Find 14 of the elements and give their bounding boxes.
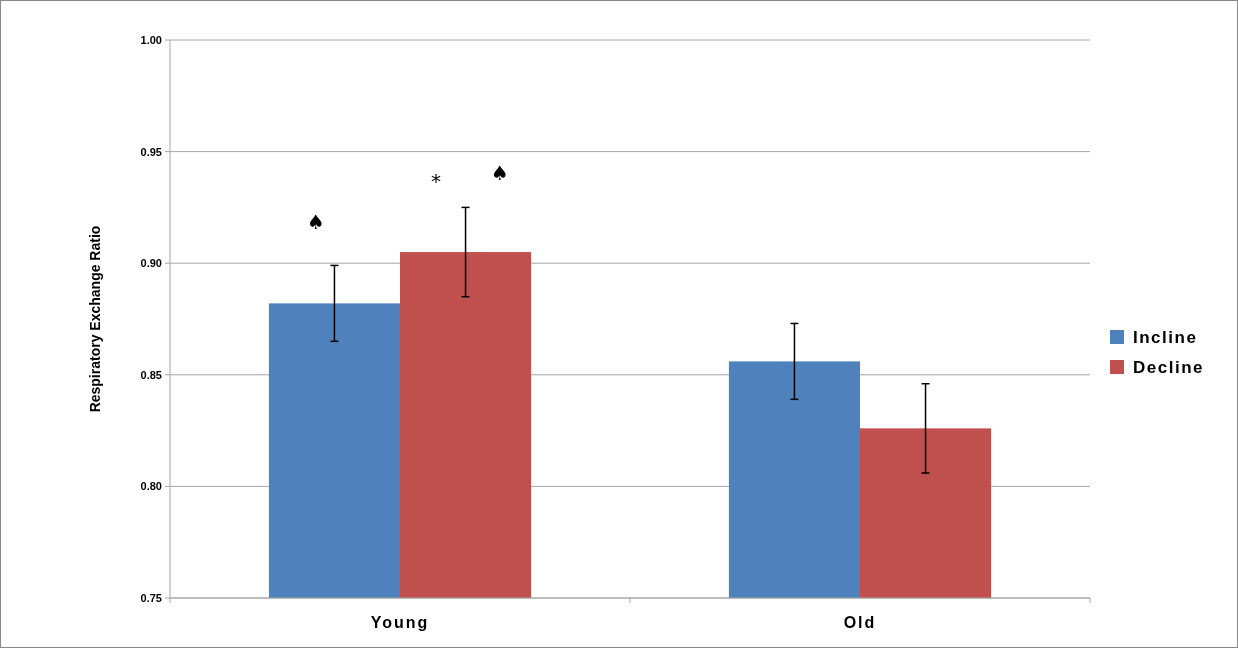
- annotation: ♠: [307, 210, 325, 234]
- legend-label: Incline: [1133, 327, 1198, 347]
- y-tick-label: 0.80: [140, 480, 162, 493]
- y-axis-title: Respiratory Exchange Ratio: [87, 225, 103, 413]
- y-tick-label: 0.95: [140, 145, 162, 158]
- y-tick-label: 0.85: [140, 368, 162, 381]
- y-tick-label: 0.90: [140, 257, 162, 270]
- y-tick-label: 0.75: [140, 592, 162, 604]
- y-tick-label: 1.00: [140, 34, 162, 46]
- annotation: ♠: [491, 161, 509, 185]
- x-tick-label: Old: [843, 614, 877, 631]
- x-tick-label: Young: [370, 614, 430, 631]
- legend-label: Decline: [1133, 357, 1204, 377]
- annotation: *: [431, 169, 441, 193]
